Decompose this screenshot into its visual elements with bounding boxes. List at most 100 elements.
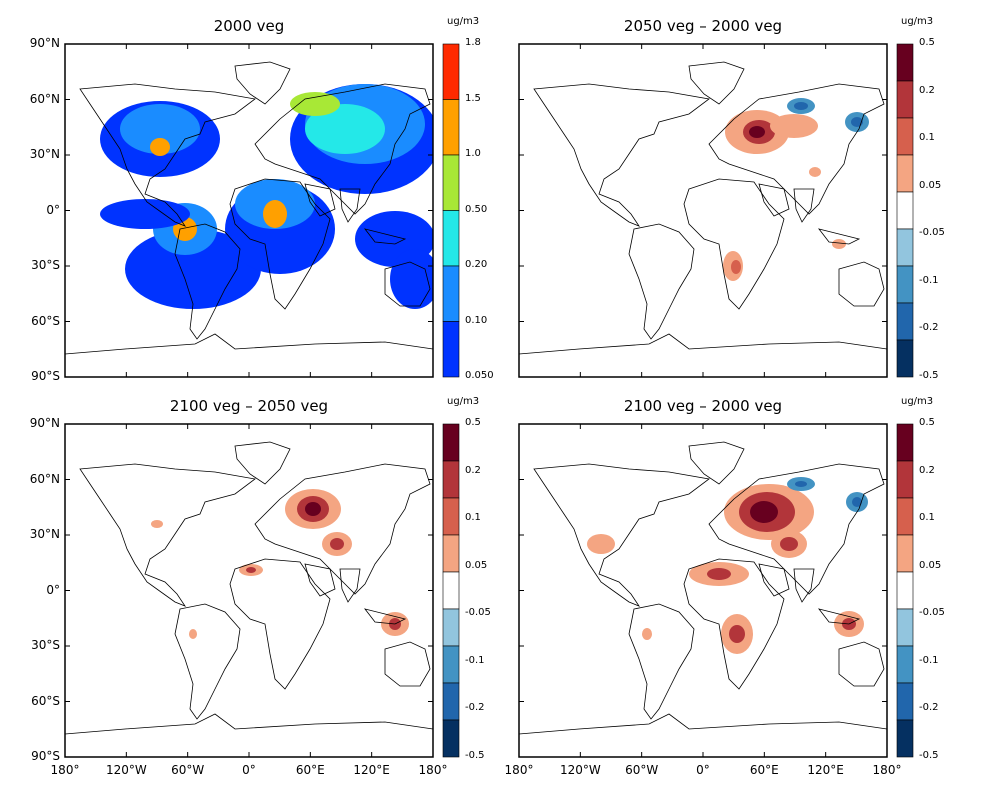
panel-title: 2000 veg bbox=[213, 17, 285, 35]
colorbar-label: -0.2 bbox=[465, 702, 485, 714]
shaded-region bbox=[125, 229, 261, 309]
colorbar-swatch bbox=[896, 265, 914, 304]
map-panel-3 bbox=[64, 423, 434, 758]
colorbar-label: -0.1 bbox=[919, 654, 939, 666]
latitude-label: 60°N bbox=[29, 91, 60, 106]
shaded-region bbox=[246, 567, 256, 573]
colorbar-swatch bbox=[442, 265, 460, 322]
colorbar-label: 1.5 bbox=[465, 92, 481, 104]
shaded-region bbox=[305, 502, 321, 516]
colorbar-label: 1.0 bbox=[465, 148, 481, 159]
latitude-label: 0° bbox=[46, 582, 60, 597]
colorbar-label: -0.5 bbox=[919, 370, 939, 381]
colorbar-unit: ug/m3 bbox=[447, 16, 480, 27]
shaded-region bbox=[330, 538, 344, 550]
map-panel-1 bbox=[64, 43, 434, 378]
longitude-label: 0° bbox=[242, 763, 256, 777]
shaded-region bbox=[750, 501, 778, 523]
shaded-region bbox=[731, 260, 741, 274]
colorbar-swatch bbox=[442, 321, 460, 378]
colorbar-label: -0.05 bbox=[919, 607, 945, 619]
colorbar-swatch bbox=[442, 534, 460, 573]
colorbar-swatch bbox=[896, 154, 914, 193]
shaded-region bbox=[290, 92, 340, 116]
latitude-label: 60°N bbox=[29, 471, 60, 486]
colorbar-label: 0.5 bbox=[919, 37, 935, 48]
shaded-region bbox=[150, 138, 170, 156]
colorbar-label: 0.1 bbox=[919, 132, 935, 144]
colorbar-swatch bbox=[442, 608, 460, 647]
map-panel-2 bbox=[518, 43, 888, 378]
colorbar-swatch bbox=[442, 719, 460, 758]
colorbar-swatch bbox=[896, 460, 914, 499]
colorbar-swatch bbox=[896, 645, 914, 684]
colorbar-swatch bbox=[442, 497, 460, 536]
colorbar-swatch bbox=[896, 682, 914, 721]
colorbar bbox=[896, 423, 914, 758]
colorbar-swatch bbox=[896, 80, 914, 119]
shaded-region bbox=[852, 497, 862, 507]
colorbar-label: 0.05 bbox=[465, 559, 488, 571]
colorbar-label: 1.8 bbox=[465, 37, 481, 48]
shaded-region bbox=[390, 249, 433, 309]
colorbar-label: -0.05 bbox=[919, 227, 945, 239]
latitude-label: 30°N bbox=[29, 147, 60, 161]
panel-title: 2100 veg – 2050 veg bbox=[169, 397, 329, 415]
latitude-label: 60°S bbox=[31, 313, 60, 328]
longitude-label: 60°W bbox=[171, 763, 205, 777]
colorbar-swatch bbox=[896, 534, 914, 573]
latitude-label: 90°N bbox=[29, 36, 60, 50]
longitude-label: 60°E bbox=[295, 763, 325, 777]
colorbar-label: 0.2 bbox=[919, 84, 935, 96]
colorbar-label: -0.5 bbox=[465, 750, 485, 761]
colorbar-label: 0.2 bbox=[919, 464, 935, 476]
colorbar-swatch bbox=[896, 43, 914, 82]
panel-title: 2100 veg – 2000 veg bbox=[623, 397, 783, 415]
colorbar-swatch bbox=[442, 460, 460, 499]
shaded-region bbox=[832, 239, 846, 249]
map-frame bbox=[518, 423, 888, 758]
colorbar-label: -0.1 bbox=[919, 274, 939, 286]
longitude-label: 180° bbox=[872, 763, 902, 777]
longitude-label: 180° bbox=[418, 763, 448, 777]
colorbar-swatch bbox=[442, 645, 460, 684]
shaded-region bbox=[151, 520, 163, 528]
colorbar-swatch bbox=[896, 191, 914, 230]
colorbar-swatch bbox=[442, 682, 460, 721]
latitude-label: 30°S bbox=[31, 258, 60, 272]
colorbar-label: -0.2 bbox=[919, 702, 939, 714]
colorbar-label: -0.1 bbox=[465, 654, 485, 666]
colorbar bbox=[442, 423, 460, 758]
map-panel-4 bbox=[518, 423, 888, 758]
colorbar-label: 0.050 bbox=[465, 370, 494, 381]
colorbar-label: 0.1 bbox=[919, 512, 935, 524]
longitude-label: 120°E bbox=[353, 763, 390, 777]
colorbar-label: -0.5 bbox=[919, 750, 939, 761]
latitude-label: 90°S bbox=[31, 369, 60, 383]
shaded-region bbox=[780, 537, 798, 551]
colorbar bbox=[896, 43, 914, 378]
longitude-label: 60°W bbox=[625, 763, 659, 777]
colorbar-unit: ug/m3 bbox=[447, 396, 480, 407]
longitude-label: 120°W bbox=[559, 763, 601, 777]
shaded-region bbox=[794, 102, 808, 110]
colorbar-label: 0.05 bbox=[919, 179, 942, 191]
colorbar-label: -0.2 bbox=[919, 322, 939, 334]
latitude-label: 90°N bbox=[29, 416, 60, 430]
colorbar-swatch bbox=[896, 228, 914, 267]
colorbar-label: 0.20 bbox=[465, 259, 488, 270]
coastline bbox=[65, 441, 433, 757]
colorbar-label: 0.50 bbox=[465, 203, 488, 215]
colorbar-swatch bbox=[442, 571, 460, 610]
latitude-label: 30°S bbox=[31, 638, 60, 652]
longitude-label: 120°W bbox=[105, 763, 147, 777]
longitude-label: 60°E bbox=[749, 763, 779, 777]
colorbar-label: 0.05 bbox=[919, 559, 942, 571]
latitude-label: 90°S bbox=[31, 749, 60, 763]
colorbar-swatch bbox=[896, 497, 914, 536]
map-frame bbox=[518, 43, 888, 378]
colorbar-label: 0.5 bbox=[919, 417, 935, 428]
colorbar-label: 0.5 bbox=[465, 417, 481, 428]
longitude-label: 120°E bbox=[807, 763, 844, 777]
